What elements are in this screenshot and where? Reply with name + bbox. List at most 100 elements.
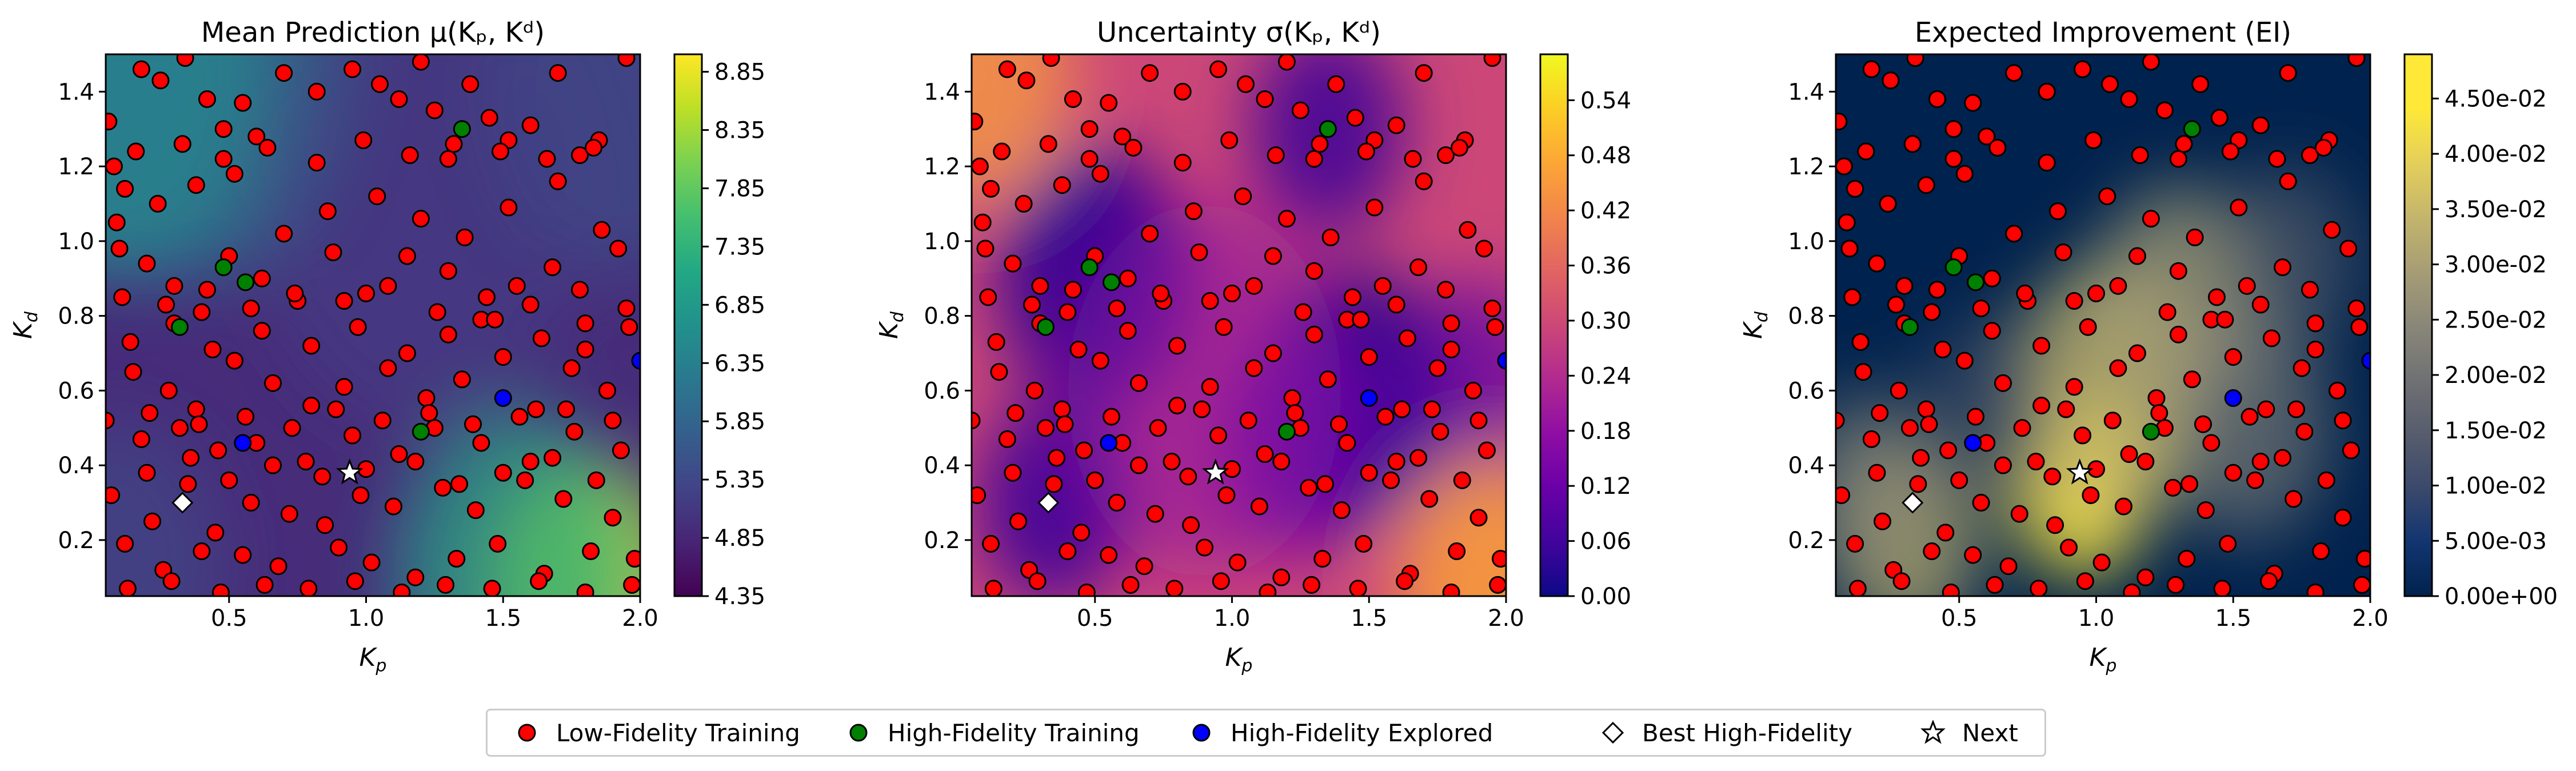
low-fidelity-point	[604, 509, 622, 527]
colorbar-tick-label: 5.35	[714, 467, 765, 493]
low-fidelity-point	[110, 239, 129, 258]
low-fidelity-point	[2257, 400, 2275, 418]
low-fidelity-point	[2142, 210, 2160, 228]
x-axis-label: Kp	[1225, 643, 1253, 676]
high-fidelity-training-point	[214, 258, 233, 277]
high-fidelity-explored-point	[1360, 389, 1378, 407]
low-fidelity-point	[2128, 247, 2146, 265]
y-tick-label: 0.8	[924, 303, 960, 330]
low-fidelity-point	[466, 501, 485, 520]
low-fidelity-point	[1215, 318, 1233, 336]
low-fidelity-point	[2142, 54, 2160, 71]
low-fidelity-point	[1420, 490, 1439, 508]
low-fidelity-point	[138, 254, 156, 273]
low-fidelity-point	[2054, 243, 2072, 262]
low-fidelity-point	[242, 299, 260, 318]
low-fidelity-point	[307, 154, 326, 172]
low-fidelity-point	[1871, 404, 1889, 422]
low-fidelity-point	[990, 363, 1008, 381]
low-fidelity-point	[1045, 475, 1063, 493]
low-fidelity-point	[2038, 154, 2056, 172]
panel-title: Expected Improvement (EI)	[1915, 17, 2291, 49]
low-fidelity-point	[1882, 71, 1900, 90]
colorbar-tick-label: 8.35	[714, 118, 765, 144]
low-fidelity-point	[1887, 295, 1905, 314]
low-fidelity-point	[1854, 363, 1872, 381]
low-fidelity-point	[1862, 60, 1880, 78]
low-fidelity-point	[480, 109, 498, 127]
low-fidelity-point	[521, 116, 540, 134]
low-fidelity-point	[461, 75, 480, 93]
low-fidelity-point	[1387, 453, 1405, 471]
low-fidelity-point	[2169, 325, 2187, 343]
low-fidelity-point	[2355, 550, 2370, 568]
low-fidelity-point	[214, 150, 233, 168]
low-fidelity-point	[1146, 505, 1164, 523]
low-fidelity-point	[2279, 64, 2297, 82]
colorbar-tick-label: 7.35	[714, 234, 765, 260]
low-fidelity-point	[439, 150, 457, 168]
low-fidelity-point	[1874, 512, 1892, 530]
low-fidelity-point	[1100, 546, 1118, 564]
low-fidelity-point	[116, 179, 134, 198]
low-fidelity-point	[2060, 538, 2078, 557]
legend-label: Best High-Fidelity	[1642, 718, 1852, 747]
low-fidelity-point	[1836, 412, 1845, 430]
low-fidelity-point	[368, 187, 386, 205]
low-fidelity-point	[187, 400, 205, 418]
low-fidelity-point	[439, 325, 457, 343]
y-tick-label: 1.2	[924, 154, 960, 180]
legend-label: High-Fidelity Training	[888, 718, 1140, 747]
low-fidelity-point	[1042, 54, 1060, 67]
low-fidelity-point	[1234, 187, 1252, 205]
y-tick-label: 0.2	[1788, 528, 1824, 554]
low-fidelity-point	[450, 475, 469, 493]
low-fidelity-point	[1135, 557, 1153, 576]
colorbar-tick-label: 1.00e-02	[2445, 473, 2547, 500]
low-fidelity-point	[1100, 94, 1118, 112]
high-fidelity-explored-point	[1100, 434, 1118, 452]
low-fidelity-point	[234, 94, 252, 112]
low-fidelity-point	[2098, 187, 2116, 205]
low-fidelity-point	[170, 419, 189, 437]
low-fidelity-point	[976, 239, 995, 258]
low-fidelity-point	[2224, 348, 2242, 366]
low-fidelity-point	[379, 359, 397, 377]
low-fidelity-point	[532, 329, 550, 347]
low-fidelity-point	[127, 142, 145, 161]
colorbar-tick-label: 0.42	[1580, 198, 1631, 224]
low-fidelity-point	[1327, 75, 1345, 93]
low-fidelity-point	[625, 550, 640, 568]
low-fidelity-point	[1313, 550, 1332, 568]
low-fidelity-point	[253, 322, 271, 340]
x-tick-label: 2.0	[1488, 605, 1524, 632]
low-fidelity-point	[2314, 138, 2333, 157]
low-fidelity-point	[1330, 415, 1348, 433]
low-fidelity-point	[491, 142, 509, 161]
low-fidelity-point	[1857, 142, 1875, 161]
low-fidelity-point	[612, 441, 630, 460]
low-fidelity-point	[1409, 258, 1428, 277]
low-fidelity-point	[1286, 404, 1304, 422]
low-fidelity-point	[106, 113, 118, 131]
low-fidelity-point	[390, 90, 408, 108]
low-fidelity-point	[1365, 198, 1384, 217]
low-fidelity-point	[1080, 120, 1099, 138]
low-fidelity-point	[1124, 138, 1143, 157]
low-fidelity-point	[1149, 419, 1167, 437]
low-fidelity-point	[2030, 580, 2048, 596]
low-fidelity-point	[2043, 468, 2062, 486]
low-fidelity-point	[1934, 340, 1952, 358]
low-fidelity-point	[1023, 295, 1041, 314]
low-fidelity-point	[2262, 329, 2281, 347]
low-fidelity-point	[1428, 359, 1447, 377]
low-fidelity-point	[106, 157, 123, 175]
low-fidelity-point	[972, 486, 987, 504]
high-fidelity-explored-point	[234, 434, 252, 452]
low-fidelity-point	[1415, 64, 1433, 82]
low-fidelity-point	[1920, 415, 1938, 433]
low-fidelity-point	[1305, 150, 1323, 168]
low-fidelity-point	[2279, 172, 2297, 190]
y-tick-label: 0.8	[1788, 303, 1824, 330]
low-fidelity-point	[2287, 400, 2306, 418]
